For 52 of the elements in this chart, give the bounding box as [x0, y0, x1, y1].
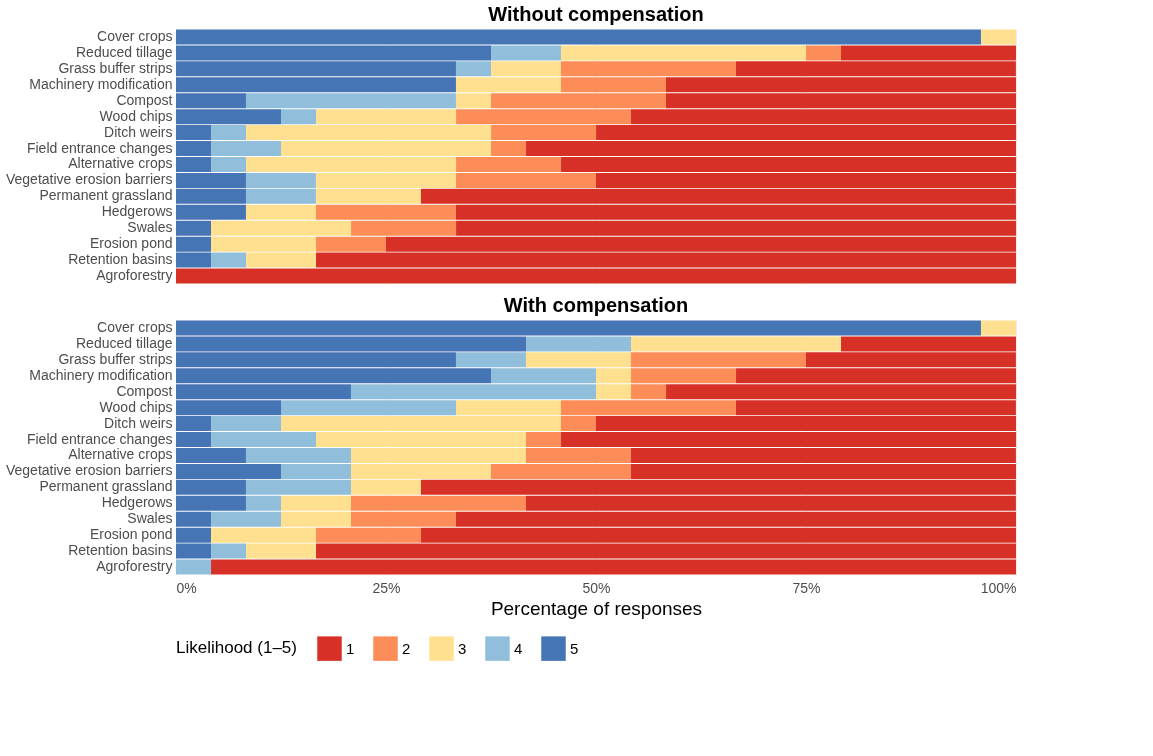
- legend-title: Likelihood (1–5): [176, 638, 297, 657]
- y-tick-label: Vegetative erosion barriers: [5, 171, 173, 188]
- y-tick-label: Alternative crops: [68, 446, 173, 463]
- x-tick-label: 100%: [980, 579, 1017, 596]
- y-tick-label: Machinery modification: [29, 366, 173, 383]
- bar: [455, 61, 491, 77]
- y-tick-label: Machinery modification: [29, 75, 173, 92]
- y-tick-label: Grass buffer strips: [58, 350, 173, 367]
- legend-label: 1: [346, 639, 355, 657]
- y-tick-label: Vegetative erosion barriers: [5, 462, 173, 479]
- y-tick-label: Compost: [116, 91, 173, 108]
- legend-label: 3: [458, 639, 467, 657]
- y-tick-label: Agroforestry: [96, 267, 173, 284]
- bar: [560, 45, 806, 61]
- legend-label: 5: [570, 639, 579, 657]
- x-tick-label: 50%: [582, 579, 611, 596]
- x-tick-label: 25%: [372, 579, 401, 596]
- y-tick-label: Wood chips: [99, 398, 173, 415]
- y-tick-label: Swales: [127, 510, 173, 527]
- chart-title: With compensation: [503, 294, 689, 316]
- y-tick-label: Agroforestry: [96, 558, 173, 575]
- y-tick-label: Grass buffer strips: [58, 59, 173, 76]
- y-tick-label: Alternative crops: [68, 155, 173, 172]
- y-tick-label: Erosion pond: [89, 526, 173, 543]
- y-tick-label: Permanent grassland: [39, 187, 173, 204]
- y-tick-label: Retention basins: [68, 251, 173, 268]
- legend-label: 2: [402, 639, 411, 657]
- y-tick-label: Hedgerows: [101, 203, 173, 220]
- y-tick-label: Reduced tillage: [75, 43, 173, 60]
- bar: [491, 45, 561, 61]
- x-tick-label: 0%: [176, 579, 197, 596]
- chart-title: Without compensation: [488, 3, 704, 25]
- y-tick-label: Swales: [127, 219, 173, 236]
- y-tick-label: Ditch weirs: [104, 123, 173, 140]
- y-tick-label: Cover crops: [97, 27, 173, 44]
- x-axis-title: Percentage of responses: [490, 597, 703, 619]
- x-tick-label: 75%: [792, 579, 821, 596]
- y-tick-label: Erosion pond: [89, 235, 173, 252]
- y-tick-label: Cover crops: [97, 318, 173, 335]
- y-tick-label: Hedgerows: [101, 494, 173, 511]
- y-tick-label: Ditch weirs: [104, 414, 173, 431]
- y-tick-label: Compost: [116, 382, 173, 399]
- y-tick-label: Permanent grassland: [39, 478, 173, 495]
- bar: [211, 252, 247, 268]
- y-tick-label: Field entrance changes: [26, 430, 173, 447]
- bar: [980, 29, 1016, 45]
- y-tick-label: Retention basins: [68, 542, 173, 559]
- legend-label: 4: [514, 639, 523, 657]
- bar: [806, 45, 842, 61]
- y-tick-label: Wood chips: [99, 107, 173, 124]
- y-tick-label: Field entrance changes: [26, 139, 173, 156]
- y-tick-label: Reduced tillage: [75, 334, 173, 351]
